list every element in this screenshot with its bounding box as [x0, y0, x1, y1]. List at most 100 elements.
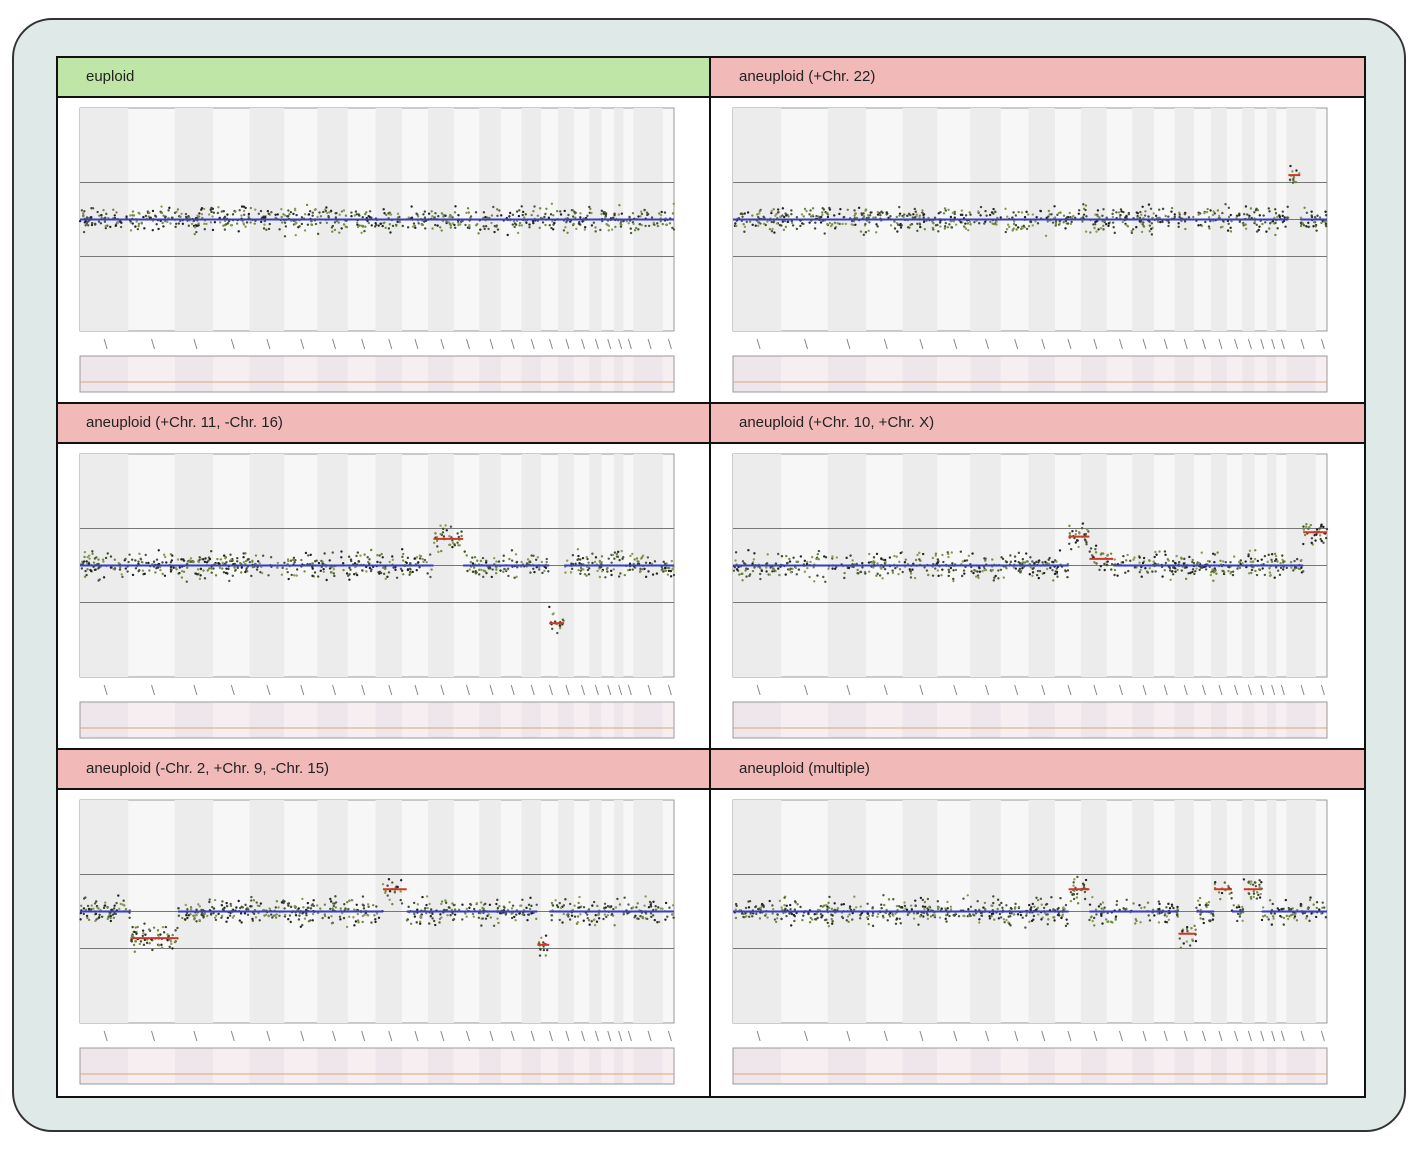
dot: [546, 948, 549, 952]
dot: [1018, 567, 1022, 571]
dot: [619, 225, 623, 228]
dot: [1279, 914, 1282, 918]
dot: [271, 916, 274, 919]
strip-band: [80, 356, 129, 392]
strip-band: [1153, 356, 1175, 392]
dot: [538, 568, 541, 571]
dot: [1261, 567, 1264, 570]
dot: [1015, 228, 1018, 231]
dot: [1001, 557, 1005, 561]
strip-band: [1254, 702, 1267, 738]
dot: [174, 225, 177, 229]
dot: [412, 901, 416, 905]
dot: [1121, 561, 1125, 564]
chr-tick: [466, 1030, 470, 1042]
dot: [1053, 916, 1056, 919]
dot: [1276, 215, 1279, 219]
dot: [946, 907, 949, 910]
dot: [1253, 211, 1256, 214]
strip-band: [284, 702, 318, 738]
dot: [1286, 917, 1290, 921]
dot: [574, 562, 577, 565]
dot: [565, 559, 569, 562]
dot: [231, 559, 234, 562]
dot: [1074, 216, 1077, 220]
dot: [993, 918, 996, 921]
dot: [1141, 205, 1144, 209]
dot: [988, 213, 992, 217]
dot: [635, 906, 638, 909]
dot: [647, 906, 651, 909]
dot: [391, 224, 395, 228]
dot: [1110, 568, 1113, 571]
dot: [562, 912, 565, 916]
dot: [899, 551, 902, 555]
dot: [379, 571, 383, 575]
dot: [496, 228, 500, 231]
dot: [1287, 907, 1291, 911]
dot: [440, 900, 444, 903]
chr-tick: [510, 1030, 515, 1042]
dot: [196, 568, 200, 571]
dot: [973, 914, 976, 917]
dot: [313, 560, 317, 563]
dot: [337, 221, 340, 224]
dot: [886, 572, 890, 575]
dot: [1140, 230, 1144, 234]
dot: [948, 914, 951, 918]
dot: [992, 895, 995, 898]
dot: [267, 212, 270, 215]
dot: [205, 914, 209, 918]
dot: [657, 906, 660, 909]
dot: [759, 572, 762, 576]
dot: [946, 900, 949, 904]
dot: [386, 884, 389, 887]
dot: [200, 913, 204, 917]
dot: [363, 913, 366, 916]
dot: [1243, 213, 1246, 216]
dot: [412, 222, 416, 225]
dot: [276, 566, 279, 569]
dot: [1083, 538, 1087, 541]
dot: [565, 221, 568, 224]
dot: [944, 917, 947, 921]
dot: [1084, 878, 1088, 882]
dot: [543, 569, 546, 573]
dot: [361, 569, 364, 572]
dot: [145, 561, 148, 565]
dot: [1258, 883, 1261, 886]
dot: [895, 215, 898, 219]
chr-tick: [1142, 338, 1147, 350]
dot: [1182, 562, 1186, 565]
dot: [424, 907, 427, 910]
dot: [521, 898, 524, 902]
dot: [388, 890, 392, 893]
dot: [393, 890, 397, 893]
dot: [399, 879, 403, 882]
dot: [459, 220, 463, 223]
dot: [836, 222, 839, 225]
dot: [113, 904, 116, 907]
dot: [375, 905, 378, 908]
dot: [1302, 542, 1305, 546]
dot: [1103, 562, 1106, 566]
dot: [451, 541, 455, 545]
dot: [1031, 902, 1035, 906]
chr-tick: [581, 338, 586, 350]
dot: [734, 559, 737, 562]
dot: [161, 221, 164, 225]
dot: [808, 221, 811, 224]
dot: [1022, 224, 1025, 228]
dot: [1242, 878, 1246, 881]
dot: [653, 918, 656, 922]
dot: [374, 222, 377, 225]
dot: [182, 558, 185, 561]
dot: [898, 214, 901, 217]
dot: [984, 209, 987, 213]
dot: [363, 553, 366, 556]
dot: [90, 904, 93, 907]
dot: [515, 913, 518, 916]
dot: [200, 212, 204, 216]
dot: [1168, 569, 1172, 572]
dot: [1112, 209, 1115, 212]
